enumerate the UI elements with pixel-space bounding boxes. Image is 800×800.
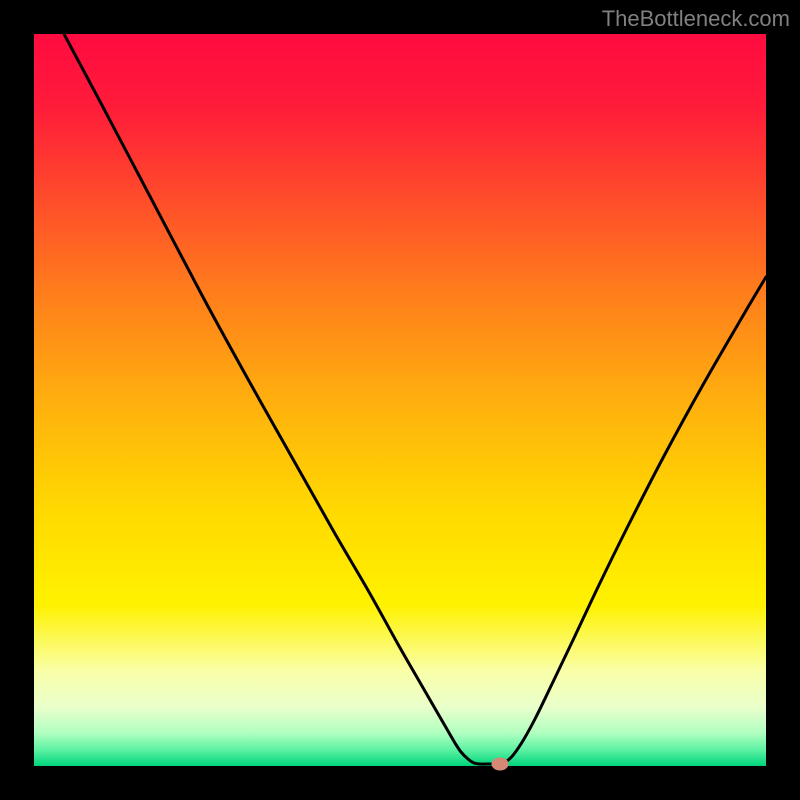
bottleneck-curve bbox=[34, 34, 766, 766]
watermark-text: TheBottleneck.com bbox=[602, 6, 790, 32]
plot-area bbox=[34, 34, 766, 766]
optimal-point-marker bbox=[492, 758, 509, 771]
chart-frame: TheBottleneck.com bbox=[0, 0, 800, 800]
